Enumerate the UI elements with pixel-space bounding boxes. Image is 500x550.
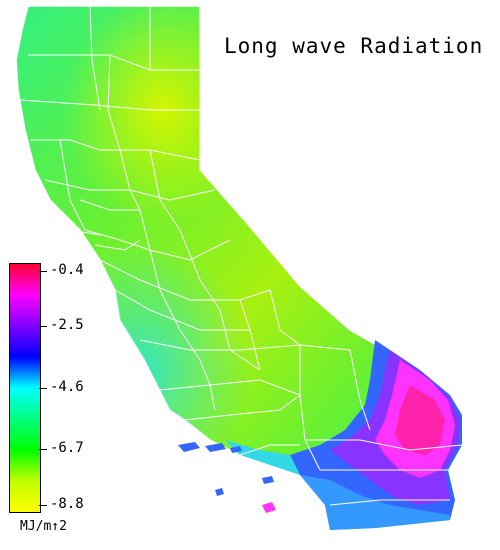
legend-label: -6.7 — [50, 440, 84, 456]
map-title: Long wave Radiation — [224, 34, 484, 58]
color-scale-bar — [9, 263, 41, 513]
legend-tick — [39, 271, 47, 272]
legend-label: -4.6 — [50, 379, 84, 395]
legend-label-min: -8.8 — [50, 496, 84, 512]
county-borders — [19, 5, 463, 506]
legend-tick — [39, 326, 47, 327]
legend-tick — [39, 388, 47, 389]
legend-label-max: -0.4 — [50, 262, 84, 278]
channel-islands — [178, 442, 276, 513]
legend-label: -2.5 — [50, 317, 84, 333]
legend-unit: MJ/m↑2 — [20, 519, 67, 534]
legend-tick — [39, 505, 47, 506]
legend-tick — [39, 449, 47, 450]
